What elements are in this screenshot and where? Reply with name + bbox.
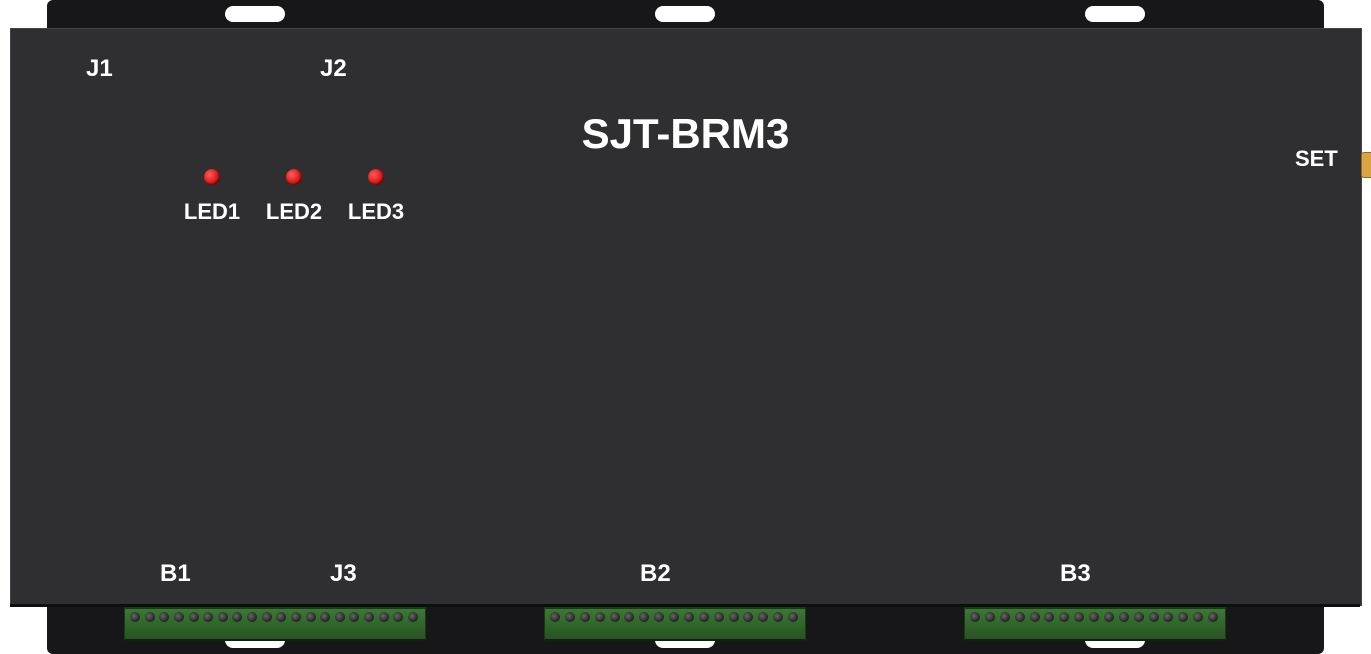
terminal-pin-icon	[773, 612, 783, 622]
terminal-pin-icon	[1000, 612, 1010, 622]
status-led-icon	[204, 169, 220, 185]
status-led-icon	[368, 169, 384, 185]
terminal-pin-icon	[1059, 612, 1069, 622]
led-label-led3: LED3	[338, 199, 414, 225]
terminal-pin-icon	[580, 612, 590, 622]
terminal-pin-icon	[1030, 612, 1040, 622]
terminal-pins	[550, 611, 798, 623]
terminal-pin-icon	[624, 612, 634, 622]
terminal-pin-icon	[291, 612, 301, 622]
port-label-j2: J2	[320, 55, 347, 83]
device-title: SJT-BRM3	[0, 110, 1371, 158]
terminal-pin-icon	[1163, 612, 1173, 622]
terminal-pin-icon	[174, 612, 184, 622]
terminal-pin-icon	[408, 612, 418, 622]
terminal-pin-icon	[743, 612, 753, 622]
terminal-pin-icon	[565, 612, 575, 622]
terminal-pin-icon	[985, 612, 995, 622]
terminal-pin-icon	[788, 612, 798, 622]
terminal-pin-icon	[203, 612, 213, 622]
terminal-pin-icon	[335, 612, 345, 622]
terminal-pin-icon	[276, 612, 286, 622]
terminal-pin-icon	[306, 612, 316, 622]
terminal-pin-icon	[379, 612, 389, 622]
led-label-led1: LED1	[174, 199, 250, 225]
terminal-pin-icon	[1044, 612, 1054, 622]
terminal-pin-icon	[654, 612, 664, 622]
terminal-pin-icon	[232, 612, 242, 622]
terminal-pin-icon	[349, 612, 359, 622]
port-label-b2: B2	[640, 560, 671, 588]
terminal-pin-icon	[218, 612, 228, 622]
terminal-pin-icon	[550, 612, 560, 622]
terminal-pin-icon	[130, 612, 140, 622]
terminal-pin-icon	[189, 612, 199, 622]
terminal-pin-icon	[320, 612, 330, 622]
terminal-pin-icon	[669, 612, 679, 622]
terminal-pins	[130, 611, 418, 623]
terminal-pin-icon	[1104, 612, 1114, 622]
terminal-pin-icon	[247, 612, 257, 622]
terminal-pin-icon	[1015, 612, 1025, 622]
mount-slot	[655, 6, 715, 22]
terminal-pin-icon	[699, 612, 709, 622]
mount-slot	[225, 6, 285, 22]
set-label: SET	[1295, 146, 1338, 172]
terminal-pin-icon	[1149, 612, 1159, 622]
terminal-pin-icon	[1178, 612, 1188, 622]
port-label-j1: J1	[86, 55, 113, 83]
terminal-pin-icon	[159, 612, 169, 622]
status-led-icon	[286, 169, 302, 185]
terminal-pin-icon	[1193, 612, 1203, 622]
terminal-pin-icon	[970, 612, 980, 622]
port-label-b1: B1	[160, 560, 191, 588]
terminal-pin-icon	[1119, 612, 1129, 622]
terminal-pin-icon	[714, 612, 724, 622]
port-label-j3: J3	[330, 560, 357, 588]
terminal-pin-icon	[1089, 612, 1099, 622]
terminal-pin-icon	[393, 612, 403, 622]
mount-slot	[1085, 6, 1145, 22]
port-label-b3: B3	[1060, 560, 1091, 588]
set-connector	[1361, 152, 1371, 178]
terminal-pin-icon	[1074, 612, 1084, 622]
terminal-pins	[970, 611, 1218, 623]
terminal-pin-icon	[758, 612, 768, 622]
terminal-pin-icon	[1208, 612, 1218, 622]
terminal-pin-icon	[610, 612, 620, 622]
terminal-pin-icon	[729, 612, 739, 622]
terminal-pin-icon	[1134, 612, 1144, 622]
terminal-pin-icon	[639, 612, 649, 622]
terminal-pin-icon	[684, 612, 694, 622]
terminal-pin-icon	[595, 612, 605, 622]
terminal-pin-icon	[262, 612, 272, 622]
led-label-led2: LED2	[256, 199, 332, 225]
terminal-pin-icon	[364, 612, 374, 622]
terminal-pin-icon	[145, 612, 155, 622]
